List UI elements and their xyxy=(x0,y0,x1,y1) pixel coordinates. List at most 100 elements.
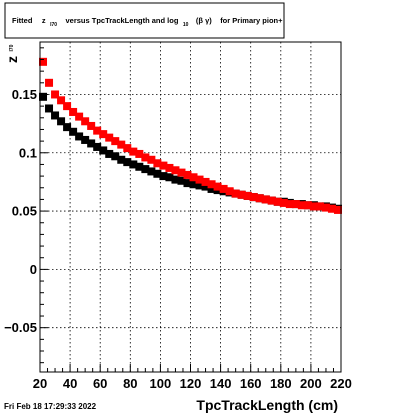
data-point xyxy=(195,175,204,184)
data-point xyxy=(177,176,186,185)
data-point xyxy=(213,182,222,191)
y-tick-label: −0.05 xyxy=(4,320,37,335)
data-point xyxy=(225,187,234,196)
data-point xyxy=(183,170,192,179)
data-point xyxy=(333,205,342,214)
data-point xyxy=(147,155,156,164)
title-box xyxy=(4,2,285,39)
data-point xyxy=(81,117,90,126)
data-point xyxy=(267,196,276,205)
data-point xyxy=(315,202,324,211)
x-tick-label: 220 xyxy=(330,376,352,391)
data-point xyxy=(93,142,102,151)
data-point xyxy=(63,102,72,111)
data-point xyxy=(201,177,210,186)
data-point xyxy=(99,146,108,155)
data-point xyxy=(273,197,282,206)
data-point xyxy=(291,200,300,209)
data-point xyxy=(135,149,144,158)
data-point xyxy=(111,137,120,146)
data-point xyxy=(75,112,84,121)
tick-labels: 20 40 60 80 100 120 140 160 180 200 220 −0.05 0 0.05 0… xyxy=(4,87,352,391)
data-point xyxy=(63,123,72,132)
x-tick-label: 40 xyxy=(63,376,77,391)
data-point xyxy=(207,180,216,189)
data-point xyxy=(195,181,204,190)
data-point xyxy=(57,117,66,126)
data-point xyxy=(69,107,78,116)
x-axis-title: TpcTrackLength (cm) xyxy=(196,397,338,413)
data-point xyxy=(159,161,168,170)
data-point xyxy=(189,173,198,182)
data-point xyxy=(237,190,246,199)
y-tick-label: 0.1 xyxy=(19,145,37,160)
x-tick-label: 120 xyxy=(180,376,202,391)
data-point xyxy=(87,139,96,148)
data-point xyxy=(309,202,318,211)
data-point xyxy=(231,189,240,198)
data-point xyxy=(171,166,180,175)
data-point xyxy=(51,111,60,120)
data-point xyxy=(105,133,114,142)
data-point xyxy=(117,140,126,149)
x-tick-label: 140 xyxy=(210,376,232,391)
data-series xyxy=(39,57,342,214)
data-point xyxy=(243,191,252,200)
data-point xyxy=(261,195,270,204)
data-point xyxy=(249,193,258,202)
data-point xyxy=(93,126,102,135)
data-point xyxy=(189,180,198,189)
data-point xyxy=(141,165,150,174)
data-point xyxy=(75,132,84,141)
data-point xyxy=(45,104,54,113)
x-tick-label: 20 xyxy=(33,376,47,391)
data-point xyxy=(87,121,96,130)
y-tick-label: 0 xyxy=(30,262,37,277)
x-tick-label: 80 xyxy=(123,376,137,391)
data-point xyxy=(159,172,168,181)
data-point xyxy=(81,135,90,144)
y-tick-label: 0.15 xyxy=(12,87,37,102)
data-point xyxy=(69,127,78,136)
x-tick-label: 60 xyxy=(93,376,107,391)
date-stamp: Fri Feb 18 17:29:33 2022 xyxy=(4,402,97,411)
data-point xyxy=(153,169,162,178)
data-point xyxy=(51,90,60,99)
data-point xyxy=(57,96,66,105)
chart-title: Fitted z I70 versus TpcTrackLength and l… xyxy=(12,10,283,30)
x-tick-label: 200 xyxy=(300,376,322,391)
data-point xyxy=(177,168,186,177)
data-point xyxy=(201,182,210,191)
series-red xyxy=(39,57,342,214)
data-point xyxy=(45,78,54,87)
axis-ticks xyxy=(39,47,342,372)
y-axis-title: z I70 xyxy=(4,44,21,63)
data-point xyxy=(39,92,48,101)
data-point xyxy=(99,130,108,139)
data-point xyxy=(105,149,114,158)
x-tick-label: 180 xyxy=(270,376,292,391)
y-tick-label: 0.05 xyxy=(12,204,37,219)
data-point xyxy=(255,194,264,203)
data-point xyxy=(39,57,48,66)
data-point xyxy=(147,167,156,176)
data-point xyxy=(165,163,174,172)
data-point xyxy=(123,158,132,167)
data-point xyxy=(297,201,306,210)
data-point xyxy=(153,159,162,168)
data-point xyxy=(279,198,288,207)
data-point xyxy=(327,204,336,213)
data-point xyxy=(303,201,312,210)
data-point xyxy=(171,175,180,184)
data-point xyxy=(219,184,228,193)
data-point xyxy=(117,155,126,164)
data-point xyxy=(135,162,144,171)
x-tick-label: 160 xyxy=(240,376,262,391)
data-point xyxy=(183,179,192,188)
data-point xyxy=(141,153,150,162)
data-point xyxy=(207,184,216,193)
data-point xyxy=(165,173,174,182)
data-point xyxy=(129,160,138,169)
data-point xyxy=(111,152,120,161)
